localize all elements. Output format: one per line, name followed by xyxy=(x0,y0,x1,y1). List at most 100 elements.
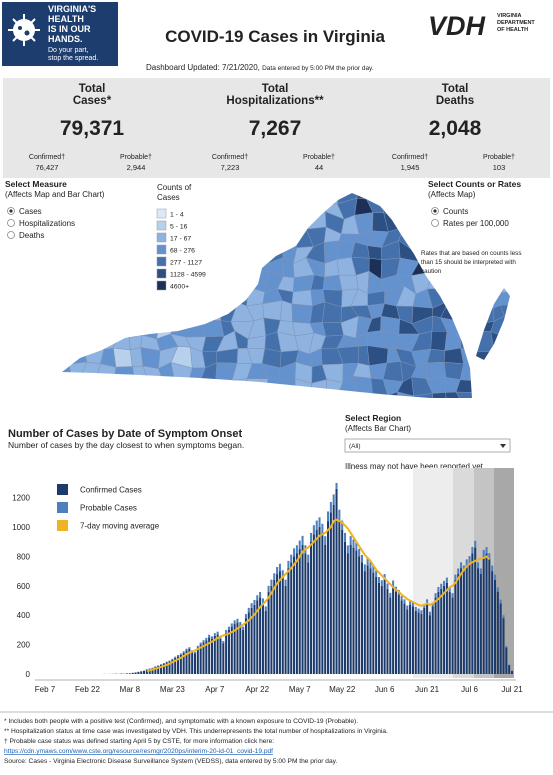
legend-swatch xyxy=(57,502,68,513)
radio[interactable] xyxy=(7,219,15,227)
bar xyxy=(157,665,160,674)
county[interactable] xyxy=(432,392,449,414)
x-tick-label: Jul 21 xyxy=(501,685,523,694)
county[interactable] xyxy=(445,391,465,413)
bar xyxy=(380,585,383,674)
bar xyxy=(284,579,287,586)
radio-group xyxy=(7,207,15,239)
county[interactable] xyxy=(338,274,359,291)
county[interactable] xyxy=(113,347,133,368)
radio-label[interactable]: Cases xyxy=(19,207,42,216)
bar xyxy=(355,550,358,674)
bar xyxy=(491,571,494,674)
kpi-breakdown-label: Probable† xyxy=(483,154,515,161)
bar xyxy=(468,556,471,563)
bar xyxy=(493,579,497,674)
radio[interactable] xyxy=(431,219,439,227)
bar xyxy=(321,532,324,674)
county[interactable] xyxy=(291,289,313,307)
county[interactable] xyxy=(322,321,344,337)
bar xyxy=(451,597,454,674)
kpi-breakdown-label: Probable† xyxy=(303,154,335,161)
region-dropdown[interactable] xyxy=(344,438,511,453)
county[interactable] xyxy=(443,347,464,365)
county[interactable] xyxy=(366,345,389,366)
bar xyxy=(307,554,310,563)
logo-text: DEPARTMENT xyxy=(497,20,535,26)
bar xyxy=(278,563,281,572)
bar xyxy=(321,523,324,533)
bar xyxy=(375,570,378,577)
bar xyxy=(174,656,177,658)
moving-average-line xyxy=(146,518,491,673)
bar xyxy=(479,574,482,674)
bar xyxy=(239,625,242,674)
county[interactable] xyxy=(280,300,293,323)
county[interactable] xyxy=(367,290,385,306)
county[interactable] xyxy=(140,347,161,369)
x-tick-label: May 7 xyxy=(289,685,311,694)
footnote-source: Source: Cases - Virginia Electronic Dise… xyxy=(4,758,337,765)
control-sublabel: (Affects Bar Chart) xyxy=(345,424,411,433)
radio-label[interactable]: Counts xyxy=(443,207,468,216)
radio-label[interactable]: Rates per 100,000 xyxy=(443,219,509,228)
bar xyxy=(315,529,318,674)
bar xyxy=(143,670,146,674)
bar xyxy=(400,600,403,674)
bar xyxy=(375,577,378,674)
bar xyxy=(499,599,502,604)
bar xyxy=(171,660,174,674)
bar xyxy=(505,647,508,674)
radio[interactable] xyxy=(7,231,15,239)
bar xyxy=(307,562,310,674)
updated-note: Data entered by 5:00 PM the prior day. xyxy=(262,65,374,72)
footnote-link[interactable]: https://cdn.ymaws.com/www.cste.org/resou… xyxy=(4,748,273,755)
chart-subtitle: Number of cases by the day closest to wh… xyxy=(8,440,244,450)
county[interactable] xyxy=(367,245,382,261)
bar xyxy=(403,603,406,674)
legend-swatch xyxy=(156,244,167,255)
kpi-value: 2,048 xyxy=(429,117,482,140)
bar xyxy=(426,599,429,604)
bar xyxy=(165,661,168,663)
bar xyxy=(287,560,290,569)
county[interactable] xyxy=(413,393,434,406)
bar xyxy=(324,536,327,545)
x-tick-label: Feb 22 xyxy=(75,685,100,694)
bar xyxy=(454,579,457,674)
bar xyxy=(230,623,233,627)
bar xyxy=(233,620,236,625)
bar xyxy=(496,591,499,674)
bar xyxy=(253,599,256,605)
bar xyxy=(177,656,180,674)
bar xyxy=(250,603,253,608)
radio-label[interactable]: Hospitalizations xyxy=(19,219,75,228)
bar xyxy=(460,562,463,569)
legend-swatch xyxy=(156,232,167,243)
bar xyxy=(409,604,412,674)
radio-label[interactable]: Deaths xyxy=(19,231,44,240)
county[interactable] xyxy=(291,303,313,324)
bar xyxy=(426,603,429,674)
county[interactable] xyxy=(500,304,521,317)
bar xyxy=(284,585,287,674)
kpi-breakdown-label: Confirmed† xyxy=(29,154,65,161)
bar xyxy=(295,545,298,554)
bar xyxy=(295,553,298,674)
control-label: Select Region xyxy=(345,413,401,423)
y-tick-label: 200 xyxy=(17,641,31,650)
map-legend: 1 - 4 5 - 16 17 - 67 68 - 276 277 - 1127 1128… xyxy=(156,208,206,291)
bar xyxy=(208,634,211,638)
kpi-breakdown-value: 103 xyxy=(493,163,506,172)
virus-icon xyxy=(8,14,40,46)
county[interactable] xyxy=(425,361,447,379)
bar xyxy=(154,666,157,674)
bar xyxy=(471,553,474,674)
logo-text: OF HEALTH xyxy=(497,27,528,33)
bar xyxy=(329,502,332,513)
county[interactable] xyxy=(500,289,523,306)
bar xyxy=(389,597,392,674)
county[interactable] xyxy=(262,300,283,321)
bar xyxy=(468,562,471,674)
county[interactable] xyxy=(430,331,448,351)
